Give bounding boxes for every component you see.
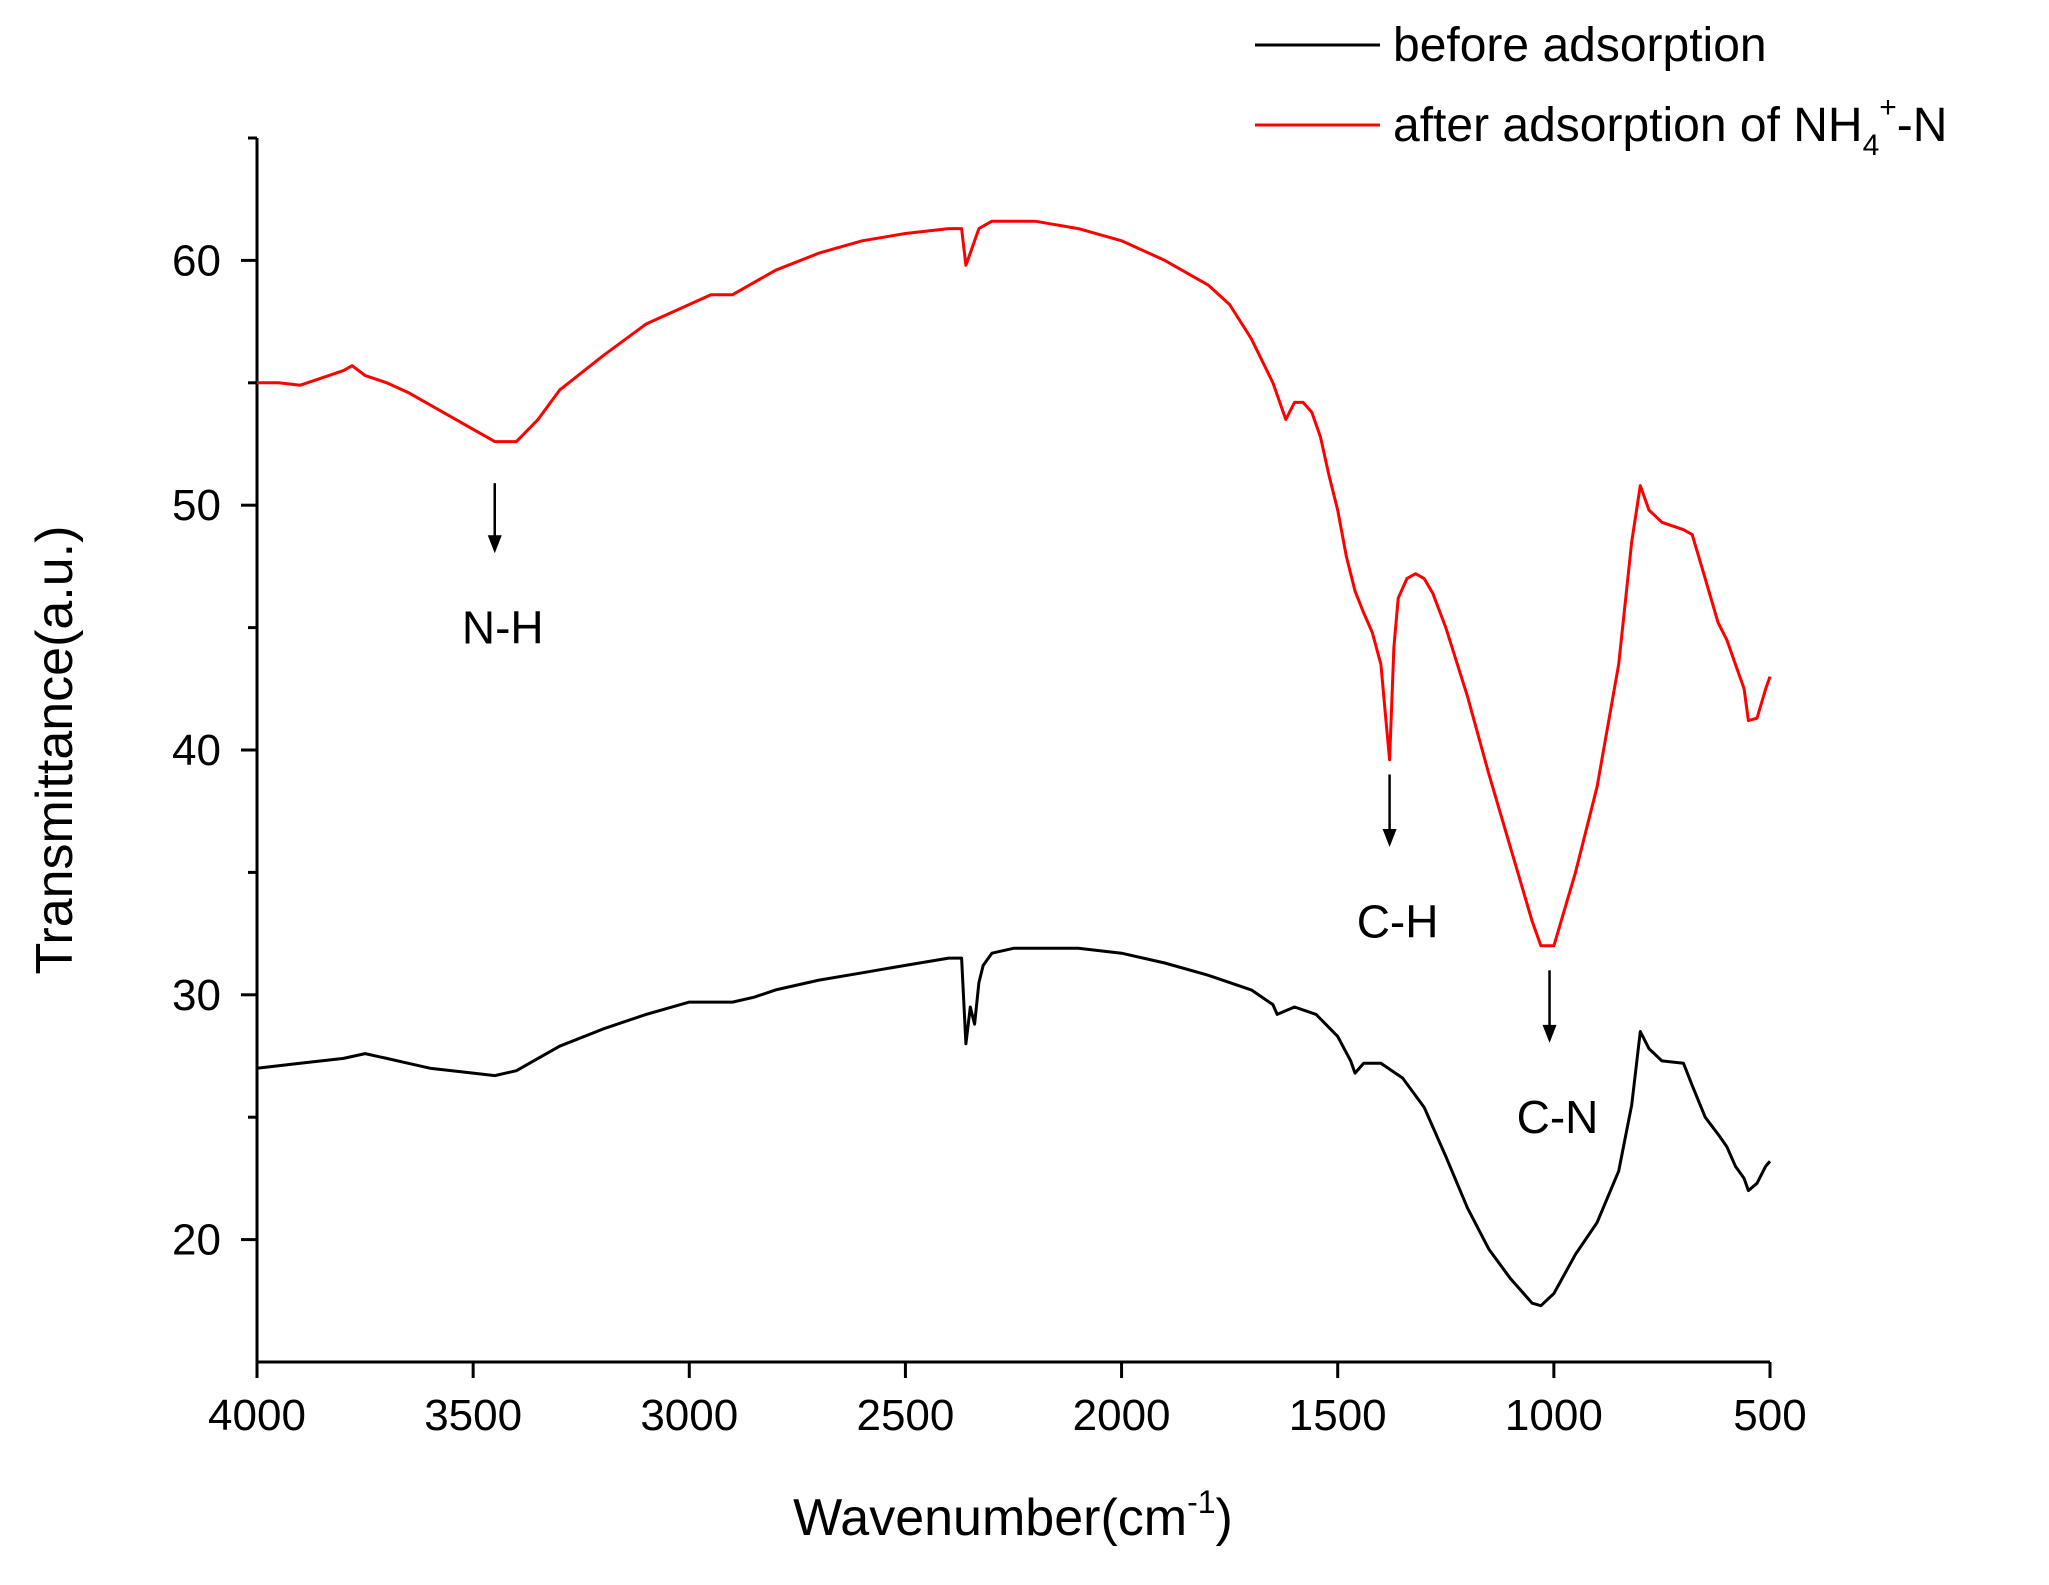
x-tick-label: 3500: [424, 1391, 522, 1440]
annotation-arrowhead-c-h: [1382, 829, 1397, 848]
x-axis-title-superscript: -1: [1187, 1484, 1215, 1520]
x-tick-label: 500: [1733, 1391, 1806, 1440]
x-tick-label: 2500: [856, 1391, 954, 1440]
x-tick-label: 2000: [1073, 1391, 1171, 1440]
series-line-before-adsorption: [256, 946, 1772, 1308]
x-tick-label: 3000: [640, 1391, 738, 1440]
x-axis-title-main: Wavenumber(cm: [793, 1489, 1187, 1547]
annotation-arrowhead-n-h: [487, 535, 502, 554]
legend-subscript: 4: [1863, 129, 1880, 162]
annotation-label-n-h: N-H: [462, 602, 544, 654]
x-axis-title-close: ): [1216, 1489, 1233, 1547]
legend-label-suffix: -N: [1897, 99, 1948, 152]
ticks: 4000 3500 3000 2500 2000 1500 1000 500 20 30 40 50 6…: [172, 136, 1807, 1440]
x-tick-label: 1500: [1289, 1391, 1387, 1440]
series-line-after-adsorption: [257, 219, 1772, 948]
y-tick-label: 40: [172, 726, 221, 775]
annotation-arrowhead-c-n: [1542, 1024, 1557, 1043]
axes: [255, 138, 1770, 1364]
annotation-label-c-n: C-N: [1517, 1091, 1599, 1143]
legend-label-text: after adsorption of NH: [1393, 99, 1863, 152]
legend: before adsorption after adsorption of NH4…: [1255, 19, 1947, 162]
annotations: N-H C-H C-N: [462, 483, 1599, 1143]
x-axis-title: Wavenumber(cm-1): [793, 1484, 1233, 1547]
x-tick-label: 1000: [1505, 1391, 1603, 1440]
x-tick-label: 4000: [208, 1391, 306, 1440]
annotation-label-c-h: C-H: [1357, 895, 1439, 947]
y-tick-label: 20: [172, 1216, 221, 1265]
legend-label-after: after adsorption of NH4 +-N: [1393, 91, 1947, 162]
y-tick-label: 50: [172, 481, 221, 530]
y-tick-label: 60: [172, 236, 221, 285]
series-group: [256, 219, 1772, 1308]
legend-superscript: +: [1879, 91, 1897, 124]
y-axis-title: Transmittance(a.u.): [26, 526, 84, 975]
legend-label-before: before adsorption: [1393, 19, 1767, 72]
y-tick-label: 30: [172, 971, 221, 1020]
